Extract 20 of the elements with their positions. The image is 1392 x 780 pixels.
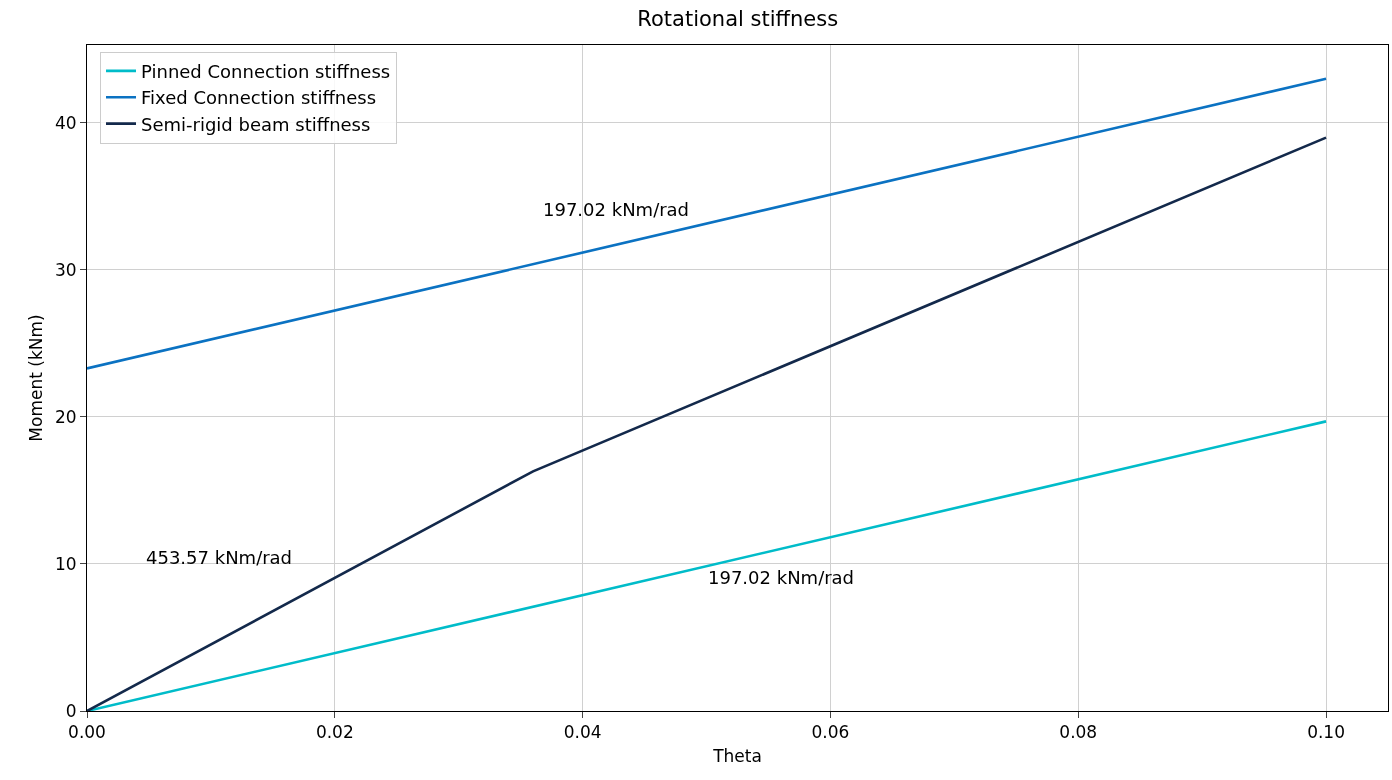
x-tick-label: 0.06 bbox=[811, 722, 850, 743]
y-axis-title: Moment (kNm) bbox=[25, 314, 46, 442]
x-tick-label: 0.04 bbox=[563, 722, 602, 743]
chart-title: Rotational stiffness bbox=[637, 7, 839, 32]
y-tick-label: 30 bbox=[54, 259, 77, 280]
annotation: 197.02 kNm/rad bbox=[543, 199, 690, 220]
legend-label: Semi-rigid beam stiffness bbox=[141, 113, 371, 135]
y-tick-label: 0 bbox=[65, 700, 77, 721]
legend-label: Fixed Connection stiffness bbox=[141, 87, 377, 109]
x-tick-label: 0.02 bbox=[315, 722, 354, 743]
annotation: 453.57 kNm/rad bbox=[146, 547, 293, 568]
x-tick-label: 0.00 bbox=[68, 722, 106, 743]
y-tick-label: 10 bbox=[54, 553, 77, 574]
x-tick-label: 0.08 bbox=[1059, 722, 1098, 743]
y-tick-label: 40 bbox=[54, 112, 77, 133]
x-tick-label: 0.10 bbox=[1307, 722, 1345, 743]
x-axis-title: Theta bbox=[712, 745, 762, 766]
y-tick-label: 20 bbox=[54, 406, 77, 427]
annotation: 197.02 kNm/rad bbox=[708, 567, 855, 588]
legend-label: Pinned Connection stiffness bbox=[141, 60, 391, 82]
